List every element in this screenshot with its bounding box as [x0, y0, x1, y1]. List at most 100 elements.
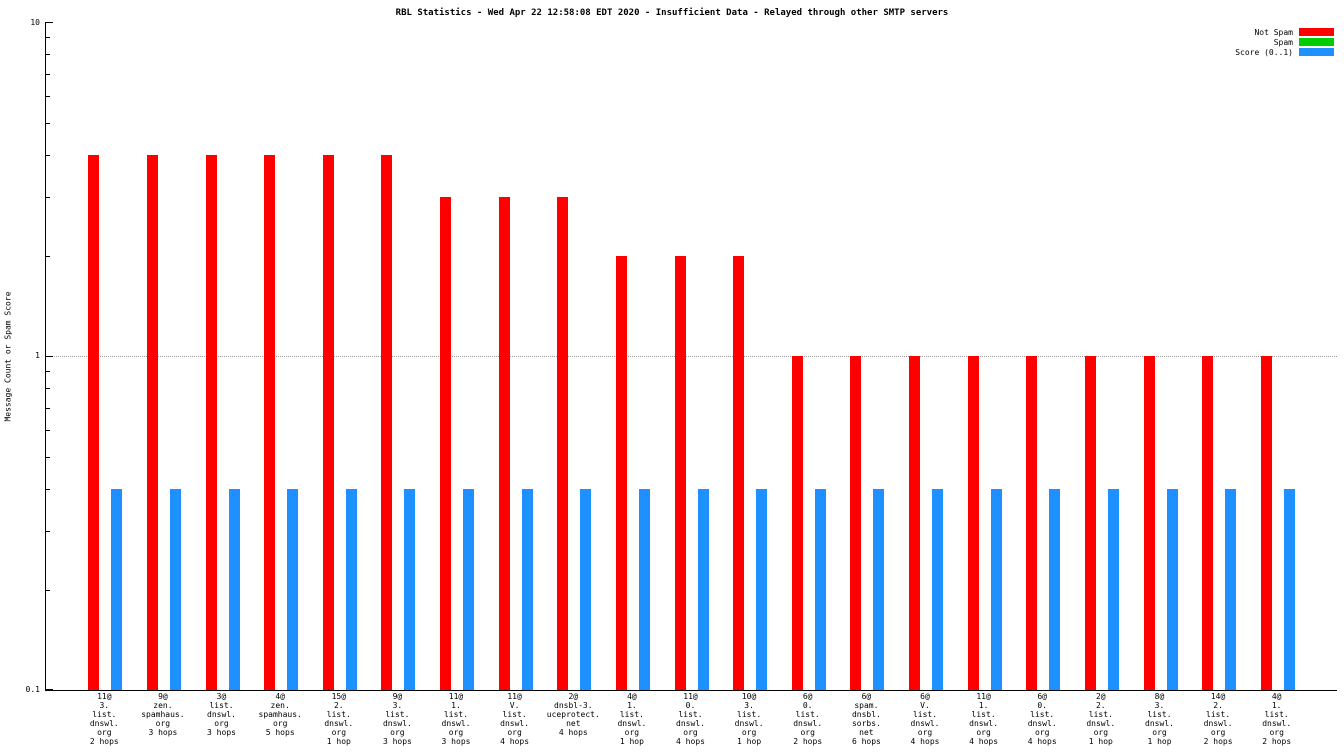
bar-not-spam: [205, 154, 217, 690]
bar-not-spam: [322, 154, 334, 690]
legend-label-not-spam: Not Spam: [1254, 27, 1293, 37]
bar-not-spam: [967, 356, 979, 690]
bar-score-0-1: [1166, 488, 1178, 690]
legend-label-spam: Spam: [1273, 37, 1293, 47]
bar-score-0-1: [932, 488, 943, 690]
bar-not-spam: [615, 255, 627, 690]
bar-not-spam: [1260, 356, 1272, 690]
bar-not-spam: [674, 255, 686, 690]
legend: Not Spam Spam Score (0..1): [1235, 27, 1334, 57]
legend-swatch-score: [1299, 48, 1334, 56]
bar-score-0-1: [111, 488, 123, 690]
x-tick-label: 4@ 1. list. dnswl. org 2 hops: [1262, 692, 1292, 746]
bar-score-0-1: [1049, 488, 1061, 690]
x-tick-label: 6@ V. list. dnswl. org 4 hops: [910, 692, 940, 746]
bar-score-0-1: [990, 488, 1002, 690]
x-tick-label: 9@ zen. spamhaus. org 3 hops: [141, 692, 185, 737]
legend-item-score: Score (0..1): [1235, 47, 1334, 57]
bar-score-0-1: [1107, 488, 1119, 690]
bar-score-0-1: [580, 488, 592, 690]
x-axis-labels: 11@ 3. list. dnswl. org 2 hops 9@ zen. sp…: [45, 692, 1336, 752]
x-tick-label: 4@ zen. spamhaus. org 5 hops: [258, 692, 302, 737]
x-tick-label: 14@ 2. list. dnswl. org 2 hops: [1203, 692, 1233, 746]
y-minor-tick: [46, 54, 50, 56]
bar-score-0-1: [638, 488, 650, 690]
y-minor-tick: [46, 388, 50, 390]
bar-score-0-1: [697, 488, 709, 690]
y-minor-tick: [46, 96, 50, 98]
y-minor-tick: [46, 371, 50, 373]
y-tick-label-0-1: 0.1: [25, 685, 40, 694]
bar-not-spam: [1143, 356, 1155, 690]
bar-not-spam: [733, 255, 745, 690]
legend-swatch-not-spam: [1299, 28, 1334, 36]
x-tick-label: 11@ 3. list. dnswl. org 2 hops: [89, 692, 119, 746]
bar-not-spam: [1202, 356, 1214, 690]
bar-score-0-1: [463, 488, 474, 690]
x-tick-label: 3@ list. dnswl. org 3 hops: [207, 692, 236, 737]
bar-not-spam: [498, 196, 510, 690]
y-minor-tick: [46, 530, 50, 532]
bar-not-spam: [850, 356, 862, 690]
bar-score-0-1: [1225, 488, 1237, 690]
x-tick-label: 8@ 3. list. dnswl. org 1 hop: [1145, 692, 1174, 746]
x-tick-label: 15@ 2. list. dnswl. org 1 hop: [324, 692, 354, 746]
bar-not-spam: [909, 356, 920, 690]
legend-label-score: Score (0..1): [1235, 47, 1293, 57]
x-tick-label: 4@ 1. list. dnswl. org 1 hop: [617, 692, 647, 746]
bar-score-0-1: [756, 488, 768, 690]
bar-not-spam: [88, 154, 100, 690]
bar-not-spam: [440, 196, 451, 690]
y-minor-tick: [46, 154, 50, 156]
y-minor-tick: [46, 488, 50, 490]
y-major-tick: [46, 689, 53, 690]
x-tick-label: 11@ V. list. dnswl. org 4 hops: [500, 692, 530, 746]
y-minor-tick: [46, 122, 50, 124]
x-tick-label: 6@ spam. dnsbl. sorbs. net 6 hops: [851, 692, 881, 746]
legend-item-not-spam: Not Spam: [1235, 27, 1334, 37]
y-major-tick: [46, 22, 53, 23]
legend-item-spam: Spam: [1235, 37, 1334, 47]
gridline: [46, 356, 1337, 357]
x-tick-label: 6@ 0. list. dnswl. org 4 hops: [1027, 692, 1057, 746]
legend-swatch-spam: [1299, 38, 1334, 46]
bar-score-0-1: [287, 488, 299, 690]
bar-score-0-1: [873, 488, 885, 690]
x-tick-label: 11@ 1. list. dnswl. org 3 hops: [441, 692, 471, 746]
x-tick-label: 2@ 2. list. dnswl. org 1 hop: [1086, 692, 1116, 746]
y-minor-tick: [46, 430, 50, 432]
bar-score-0-1: [345, 488, 357, 690]
y-minor-tick: [46, 196, 50, 198]
x-tick-label: 11@ 1. list. dnswl. org 4 hops: [969, 692, 999, 746]
bar-score-0-1: [169, 488, 181, 690]
x-tick-label: 11@ 0. list. dnswl. org 4 hops: [676, 692, 705, 746]
bar-not-spam: [791, 356, 803, 690]
y-tick-label-10: 10: [30, 18, 40, 27]
x-tick-label: 6@ 0. list. dnswl. org 2 hops: [793, 692, 823, 746]
y-minor-tick: [46, 255, 50, 257]
bar-score-0-1: [404, 488, 416, 690]
bar-score-0-1: [1283, 488, 1295, 690]
y-tick-label-1: 1: [35, 351, 40, 360]
bar-not-spam: [557, 196, 569, 690]
y-minor-tick: [46, 456, 50, 458]
chart-title: RBL Statistics - Wed Apr 22 12:58:08 EDT…: [395, 8, 949, 18]
x-tick-label: 2@ dnsbl-3. uceprotect. net 4 hops: [546, 692, 600, 737]
bar-score-0-1: [521, 488, 533, 690]
plot-area: [45, 22, 1337, 691]
y-minor-tick: [46, 73, 50, 75]
bar-score-0-1: [814, 488, 826, 690]
y-minor-tick: [46, 407, 50, 409]
y-major-tick: [46, 356, 53, 357]
bar-not-spam: [381, 154, 393, 690]
bar-score-0-1: [228, 488, 240, 690]
bar-not-spam: [1026, 356, 1038, 690]
y-minor-tick: [46, 37, 50, 39]
x-tick-label: 9@ 3. list. dnswl. org 3 hops: [382, 692, 412, 746]
x-tick-label: 10@ 3. list. dnswl. org 1 hop: [734, 692, 764, 746]
bar-not-spam: [146, 154, 158, 690]
bar-not-spam: [264, 154, 276, 690]
y-minor-tick: [46, 589, 50, 591]
bar-not-spam: [1084, 356, 1096, 690]
